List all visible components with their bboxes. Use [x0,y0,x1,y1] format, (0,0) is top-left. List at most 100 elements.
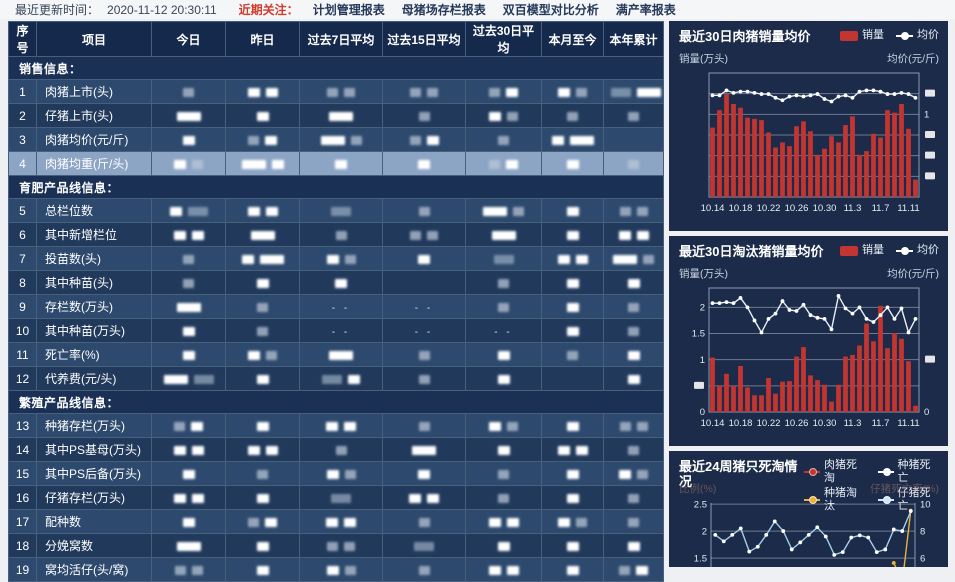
data-cell [225,103,300,128]
bar [759,120,764,197]
data-cell [151,509,226,534]
data-cell [603,222,664,247]
data-cell [465,437,542,462]
report-table-body: 销售信息： 1 肉猪上市(头) 2 仔猪上市(头) 3 肉猪均价(元/斤) 4 肉猪均重(斤/头… [8,56,664,582]
x-tick-label: 11.3 [844,418,862,429]
section-label: 育肥产品线信息： [8,175,664,199]
legend-item-仔猪死亡[interactable]: 仔猪死亡 [877,487,940,513]
table-row-13[interactable]: 13 种猪存栏(万头) [8,413,664,438]
legend-item-均价[interactable]: 均价 [896,29,939,42]
bar [822,384,827,412]
line-point [710,301,715,306]
line-point [759,330,764,335]
legend-label: 肉猪死淘 [824,459,858,484]
data-cell [603,366,664,391]
bar [836,384,841,412]
table-row-18[interactable]: 18 分娩窝数 [8,533,664,558]
legend-swatch [896,31,913,41]
table-row-14[interactable]: 14 其中PS基母(万头) [8,437,664,462]
tick-label: 2 [702,526,707,537]
section-row[interactable]: 繁殖产品线信息： [8,390,664,414]
table-row-17[interactable]: 17 配种数 [8,509,664,534]
bar [913,179,918,197]
menu-item-4[interactable]: 满产率报表 [615,3,676,17]
line-point [801,94,806,99]
data-cell [299,557,383,582]
line-point [840,550,845,555]
legend-item-种猪死亡[interactable]: 种猪死亡 [877,459,940,485]
data-cell [151,270,226,295]
data-cell [225,366,300,391]
plot-border [708,287,920,413]
table-row-5[interactable]: 5 总栏位数 [8,198,664,223]
table-row-12[interactable]: 12 代养费(元/头) [8,366,664,391]
bar [864,323,869,412]
row-label: 其中新增栏位 [36,222,152,247]
row-label: 肉猪均重(斤/头) [36,151,152,176]
row-number: 9 [8,294,37,319]
line-point [752,318,757,323]
legend-item-销量[interactable]: 销量 [840,29,884,42]
row-label: 窝均活仔(头/窝) [36,557,152,582]
legend-item-种猪淘汰[interactable]: 种猪淘汰 [804,487,866,513]
chart-title: 最近30日肉猪销量均价 [679,29,811,44]
line-point [843,93,848,98]
table-row-6[interactable]: 6 其中新增栏位 [8,222,664,247]
legend-label: 仔猪死亡 [897,487,931,512]
hog-sales-chart: 1 10.14 10.18 10.22 10.26 10.30 11.3 11.7 11.11 [701,72,935,214]
row-number: 5 [8,198,37,223]
tick-label: 0 [924,407,929,418]
menu-item-2[interactable]: 母猪场存栏报表 [401,3,486,17]
legend-item-均价[interactable]: 均价 [896,244,939,257]
table-row-10[interactable]: 10 其中种苗(万头) - -- -- - [8,318,664,343]
table-row-1[interactable]: 1 肉猪上市(头) [8,79,664,104]
top-bar: 最近更新时间： 2020-11-12 20:30:11 近期关注： 计划管理报表… [0,0,955,19]
section-row[interactable]: 销售信息： [8,56,664,80]
data-cell [225,127,300,152]
legend-item-销量[interactable]: 销量 [840,244,884,257]
data-cell [151,533,226,558]
table-row-2[interactable]: 2 仔猪上市(头) [8,103,664,128]
table-row-3[interactable]: 3 肉猪均价(元/斤) [8,127,664,152]
data-cell [603,270,664,295]
data-cell [151,461,226,486]
row-number: 1 [8,79,37,104]
menu-item-1[interactable]: 计划管理报表 [312,3,385,17]
data-cell [151,366,226,391]
table-row-15[interactable]: 15 其中PS后备(万头) [8,461,664,486]
data-cell [299,533,383,558]
section-row[interactable]: 育肥产品线信息： [8,175,664,199]
data-cell [151,198,226,223]
redacted-tick [925,89,935,97]
menu-item-3[interactable]: 双百模型对比分析 [502,3,599,17]
bar [794,356,799,412]
table-row-16[interactable]: 16 仔猪存栏(万头) [8,485,664,510]
line-point [857,89,862,94]
legend-swatch [877,467,894,477]
line-point [764,532,769,537]
data-cell [299,461,383,486]
legend-swatch [804,495,821,505]
data-cell [225,533,300,558]
table-row-9[interactable]: 9 存栏数(万头) - -- - [8,294,664,319]
data-cell [603,103,664,128]
table-row-7[interactable]: 7 投苗数(头) [8,246,664,271]
table-row-4[interactable]: 4 肉猪均重(斤/头) [8,151,664,176]
line-point [822,97,827,101]
data-cell [465,413,542,438]
legend-item-肉猪死淘[interactable]: 肉猪死淘 [804,459,866,485]
table-row-8[interactable]: 8 其中种苗(头) [8,270,664,295]
x-tick-label: 10.18 [729,418,753,429]
table-row-11[interactable]: 11 死亡率(%) [8,342,664,367]
data-cell [541,437,604,462]
data-cell [382,366,466,391]
data-cell [225,270,300,295]
data-cell [382,246,466,271]
table-row-19[interactable]: 19 窝均活仔(头/窝) [8,557,664,582]
line-point [836,94,841,99]
bar [710,357,715,412]
data-cell [382,270,466,295]
bar [815,154,820,197]
data-cell [225,557,300,582]
data-cell [603,557,664,582]
